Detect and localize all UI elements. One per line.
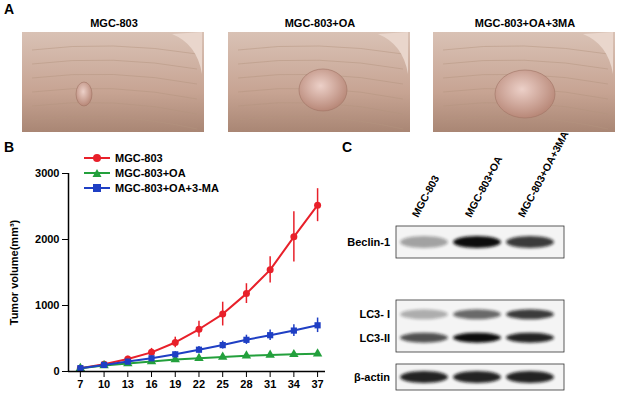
svg-text:MGC-803+OA: MGC-803+OA: [285, 17, 356, 29]
svg-text:0: 0: [53, 365, 59, 377]
svg-text:MGC-803: MGC-803: [90, 17, 138, 29]
svg-text:1000: 1000: [35, 299, 59, 311]
svg-text:34: 34: [288, 378, 301, 390]
svg-text:MGC-803: MGC-803: [409, 173, 441, 219]
svg-text:7: 7: [77, 378, 83, 390]
svg-text:C: C: [342, 139, 352, 155]
svg-text:β-actin: β-actin: [354, 371, 390, 383]
svg-text:Tumor volume(mm³): Tumor volume(mm³): [8, 219, 20, 325]
svg-text:13: 13: [122, 378, 134, 390]
svg-text:31: 31: [264, 378, 276, 390]
svg-text:MGC-803+OA+3MA: MGC-803+OA+3MA: [475, 17, 575, 29]
html-text:MGC-803+OA: MGC-803+OA: [115, 166, 186, 179]
svg-text:2000: 2000: [35, 233, 59, 245]
svg-text:22: 22: [193, 378, 205, 390]
html-text:MGC-803+OA+3-MA: MGC-803+OA+3-MA: [115, 181, 219, 194]
svg-text:MGC-803+OA: MGC-803+OA: [462, 153, 504, 219]
svg-text:10: 10: [98, 378, 110, 390]
svg-text:LC3-II: LC3-II: [359, 332, 390, 344]
svg-text:Beclin-1: Beclin-1: [347, 236, 390, 248]
svg-text:MGC-803+OA+3MA: MGC-803+OA+3MA: [515, 128, 571, 218]
html-text:MGC-803: MGC-803: [115, 151, 163, 164]
svg-text:B: B: [4, 139, 14, 155]
svg-text:37: 37: [311, 378, 323, 390]
svg-text:3000: 3000: [35, 167, 59, 179]
svg-text:25: 25: [217, 378, 229, 390]
svg-text:19: 19: [169, 378, 181, 390]
svg-text:A: A: [4, 1, 14, 17]
svg-text:16: 16: [145, 378, 157, 390]
svg-text:28: 28: [240, 378, 252, 390]
svg-text:LC3- I: LC3- I: [359, 308, 390, 320]
